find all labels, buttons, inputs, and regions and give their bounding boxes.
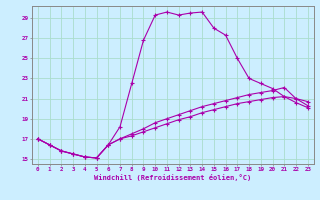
X-axis label: Windchill (Refroidissement éolien,°C): Windchill (Refroidissement éolien,°C) [94, 174, 252, 181]
